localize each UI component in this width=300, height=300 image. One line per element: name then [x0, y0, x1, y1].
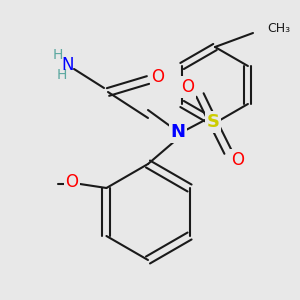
Text: H: H	[53, 48, 63, 62]
Text: N: N	[62, 56, 74, 74]
Text: N: N	[170, 123, 185, 141]
Text: O: O	[182, 78, 194, 96]
Text: H: H	[57, 68, 67, 82]
Text: S: S	[206, 113, 220, 131]
Text: O: O	[232, 151, 244, 169]
Text: O: O	[152, 68, 164, 86]
Text: CH₃: CH₃	[267, 22, 291, 34]
Text: O: O	[65, 173, 79, 191]
